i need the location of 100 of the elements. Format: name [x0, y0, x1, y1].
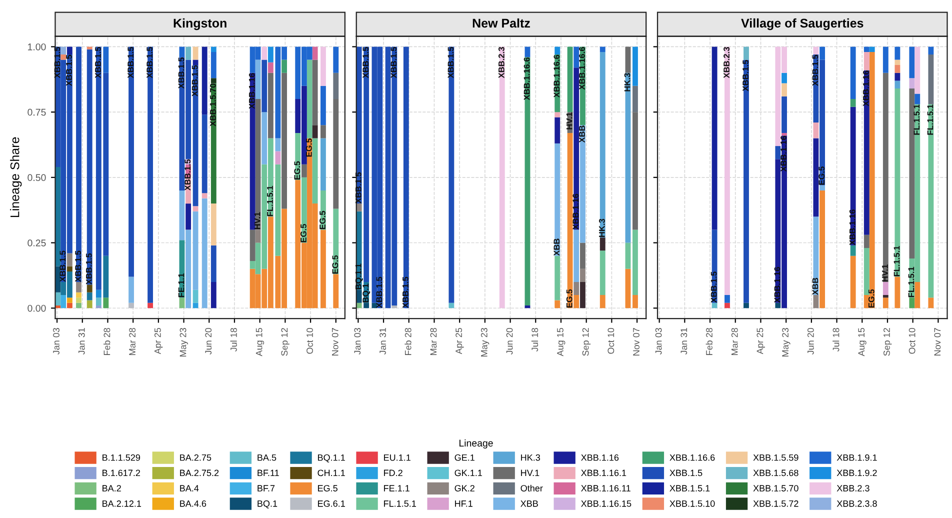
bar [744, 302, 749, 308]
annotation: HK.3 [624, 73, 630, 92]
y-tick-label: 0.75 [28, 108, 46, 116]
x-tick-label: Oct 10 [908, 328, 916, 354]
bar [632, 230, 638, 296]
chart-title: Kingston [174, 18, 226, 30]
bar [782, 83, 787, 96]
annotation: XBB.1.5 [95, 46, 101, 78]
bar [333, 208, 339, 274]
bar [782, 132, 787, 136]
bar [850, 46, 856, 99]
bar [86, 284, 92, 292]
bar [882, 72, 888, 282]
bar [928, 46, 934, 55]
bar [724, 302, 730, 308]
annotation: XBB.1.16 [780, 136, 787, 172]
bar [580, 242, 586, 269]
annotation: HV.1 [566, 112, 572, 130]
bar [96, 298, 102, 306]
bar [403, 46, 409, 308]
annotation: XBB.1.5 [362, 46, 369, 78]
annotation: HV.1 [882, 264, 888, 282]
legend-label: CH.1.1 [318, 470, 345, 476]
legend-label: XBB.1.9.1 [836, 454, 877, 461]
x-tick-label: Jun 20 [807, 328, 814, 355]
bar [268, 72, 274, 138]
x-tick-label: Jan 03 [53, 328, 60, 355]
annotation: XBB [579, 126, 585, 143]
bar [813, 122, 819, 138]
bar [775, 302, 781, 308]
annotation: EG.5 [294, 161, 300, 180]
bar [894, 72, 900, 81]
bar [632, 46, 638, 86]
bar [76, 46, 82, 282]
bar [192, 290, 198, 303]
legend-label: XBB.1.5.59 [753, 454, 798, 461]
bar [312, 138, 318, 204]
bar [128, 46, 134, 277]
bar [850, 256, 856, 308]
bar [567, 46, 573, 112]
annotation: EG.5 [868, 289, 874, 308]
bar [312, 125, 318, 138]
bar [882, 282, 888, 296]
legend-label: BA.2.12.1 [102, 500, 142, 507]
x-tick-label: Oct 10 [306, 328, 313, 354]
bar [554, 46, 560, 55]
legend-label: XBB [520, 500, 538, 507]
y-tick-label: 1.00 [28, 43, 46, 50]
annotation: XBB.1.16 [862, 70, 869, 106]
bar [202, 193, 208, 198]
annotation: FL.1.5.1 [267, 186, 273, 216]
bar [356, 290, 362, 303]
bar [813, 138, 819, 217]
y-axis-title: Lineage Share [10, 137, 22, 218]
bar [864, 248, 870, 296]
annotation: XBB.1.5 [75, 250, 81, 282]
bar [600, 295, 606, 308]
bar [148, 302, 153, 308]
bar [306, 60, 312, 138]
bar [103, 46, 109, 73]
x-tick-label: Jul 18 [832, 328, 840, 352]
legend-label: XBB.2.3.8 [836, 500, 877, 507]
annotation: XBB.1.5 [356, 172, 362, 204]
bar [192, 65, 198, 206]
annotation: XBB.1.5 [146, 46, 153, 78]
legend-label: XBB.1.16.1 [581, 470, 626, 476]
annotation: FL.1.5.1 [894, 246, 900, 276]
annotation: XBB.1.5 [128, 46, 134, 78]
x-tick-label: Apr 25 [756, 328, 765, 354]
bar [894, 65, 900, 73]
bar [320, 138, 326, 190]
bar [914, 46, 920, 94]
x-tick-label: Feb 28 [706, 328, 712, 355]
x-tick-label: Jul 18 [531, 328, 538, 352]
bar [66, 298, 72, 303]
bar [813, 46, 819, 55]
bar [712, 302, 718, 308]
bar [96, 306, 102, 308]
bar [179, 46, 185, 58]
x-tick-label: Jan 03 [354, 328, 361, 355]
bar [186, 46, 192, 60]
bar [202, 198, 208, 308]
legend-label: FD.2 [384, 470, 402, 476]
bar [210, 46, 216, 52]
bar [744, 60, 749, 303]
legend-label: BQ.1.1 [318, 454, 345, 462]
bar [250, 72, 256, 230]
annotation: XBB.1.5 [86, 253, 92, 285]
bar [320, 230, 326, 308]
annotation: FE.1.1 [178, 273, 184, 298]
bar [282, 60, 287, 73]
bar [210, 282, 216, 308]
bar [864, 46, 870, 52]
x-tick-label: Jan 31 [380, 328, 386, 355]
bar [320, 86, 326, 126]
x-tick-label: Feb 28 [404, 328, 412, 355]
legend-label: EG.5 [318, 485, 338, 492]
annotation: FL.1.5.1 [914, 104, 920, 135]
bar [625, 46, 631, 73]
x-tick-label: Apr 25 [456, 328, 464, 354]
